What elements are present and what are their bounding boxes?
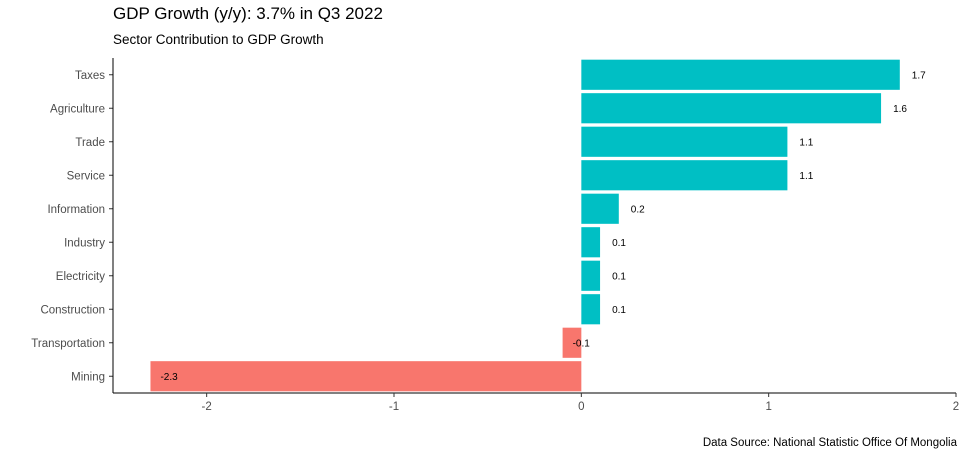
data-label-mining: -2.3 (160, 372, 178, 383)
data-source-caption: Data Source: National Statistic Office O… (702, 437, 957, 449)
x-tick-label: 1 (765, 401, 771, 413)
y-tick-label-transportation: Transportation (31, 338, 105, 350)
chart-subtitle: Sector Contribution to GDP Growth (113, 32, 324, 47)
bar-transportation (562, 327, 582, 358)
data-label-agriculture: 1.6 (893, 104, 907, 115)
y-axis: Taxes Agriculture Trade Service Information I… (31, 58, 114, 393)
y-tick-label-taxes: Taxes (75, 70, 105, 82)
x-axis: -2 -1 0 1 2 (113, 392, 959, 413)
data-label-taxes: 1.7 (912, 70, 926, 81)
x-tick-label: -2 (202, 401, 212, 413)
y-tick-label-construction: Construction (40, 304, 105, 316)
x-tick-label: 2 (953, 401, 959, 413)
data-labels-group: 1.7 1.6 1.1 1.1 0.2 0.1 0.1 0.1 -0.1 -2.3 (160, 70, 926, 383)
x-tick-label: 0 (578, 401, 584, 413)
bar-electricity (581, 260, 601, 291)
bars-group (150, 59, 900, 392)
data-label-construction: 0.1 (612, 305, 626, 316)
data-label-transportation: -0.1 (573, 338, 591, 349)
chart-title: GDP Growth (y/y): 3.7% in Q3 2022 (113, 4, 383, 23)
bar-construction (581, 294, 601, 325)
y-tick-label-mining: Mining (71, 371, 105, 383)
y-tick-label-electricity: Electricity (56, 271, 105, 283)
data-label-trade: 1.1 (799, 137, 813, 148)
bar-information (581, 193, 619, 224)
y-tick-label-service: Service (67, 170, 105, 182)
x-tick-label: -1 (389, 401, 399, 413)
y-tick-label-information: Information (47, 204, 105, 216)
bar-industry (581, 227, 601, 258)
data-label-information: 0.2 (631, 204, 645, 215)
data-label-industry: 0.1 (612, 238, 626, 249)
bar-taxes (581, 59, 900, 90)
data-label-electricity: 0.1 (612, 271, 626, 282)
data-label-service: 1.1 (799, 171, 813, 182)
bar-mining (150, 361, 582, 392)
y-tick-label-industry: Industry (64, 237, 105, 249)
bar-trade (581, 126, 788, 157)
bar-service (581, 160, 788, 191)
bar-agriculture (581, 93, 882, 124)
y-tick-label-trade: Trade (75, 137, 105, 149)
y-tick-label-agriculture: Agriculture (50, 103, 105, 115)
